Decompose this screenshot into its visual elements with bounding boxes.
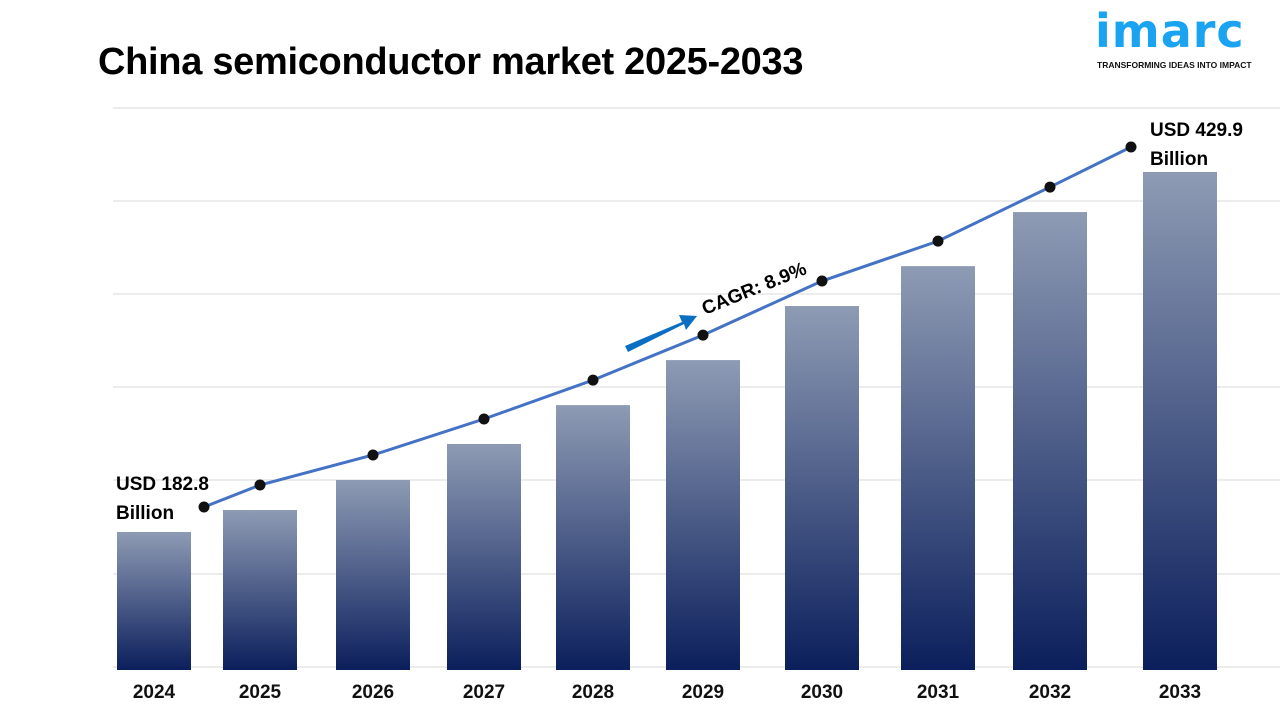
x-tick-label: 2033 (1159, 682, 1201, 703)
x-tick-label: 2031 (917, 682, 960, 703)
trend-marker (1044, 181, 1056, 193)
trend-line (203, 145, 1132, 509)
bar-2027 (447, 444, 521, 670)
x-tick-label: 2029 (682, 682, 724, 703)
start-value-label: USD 182.8 (116, 474, 209, 495)
cagr-arrow (625, 315, 697, 352)
trend-marker (198, 501, 210, 513)
bar-2024 (117, 532, 191, 670)
trend-marker (587, 374, 599, 386)
imarc-logo: imarc TRANSFORMING IDEAS INTO IMPACT (1095, 0, 1265, 74)
bar-2033 (1143, 172, 1217, 670)
bar-2031 (901, 266, 975, 670)
bar-2030 (785, 306, 859, 670)
start-value-unit: Billion (116, 503, 174, 524)
end-value-unit: Billion (1150, 149, 1208, 170)
trend-marker (697, 329, 709, 341)
trend-marker (816, 275, 828, 287)
x-tick-label: 2026 (352, 682, 394, 703)
x-tick-label: 2027 (463, 682, 505, 703)
bar-2028 (556, 405, 630, 670)
bar-2025 (223, 510, 297, 670)
end-value-label: USD 429.9 (1150, 120, 1243, 141)
bar-2029 (666, 360, 740, 670)
trend-marker (367, 449, 379, 461)
x-tick-label: 2024 (133, 682, 176, 703)
x-tick-label: 2028 (572, 682, 614, 703)
x-tick-label: 2025 (239, 682, 282, 703)
trend-marker (478, 413, 490, 425)
x-tick-label: 2030 (801, 682, 843, 703)
trend-marker (932, 235, 944, 247)
trend-marker (1125, 141, 1137, 153)
bar-2032 (1013, 212, 1087, 670)
chart-title: China semiconductor market 2025-2033 (98, 41, 804, 83)
trend-marker (254, 479, 266, 491)
x-tick-label: 2032 (1029, 682, 1071, 703)
bar-2026 (336, 479, 410, 670)
logo-tagline: TRANSFORMING IDEAS INTO IMPACT (1097, 60, 1252, 70)
logo-wordmark: imarc (1095, 4, 1245, 58)
